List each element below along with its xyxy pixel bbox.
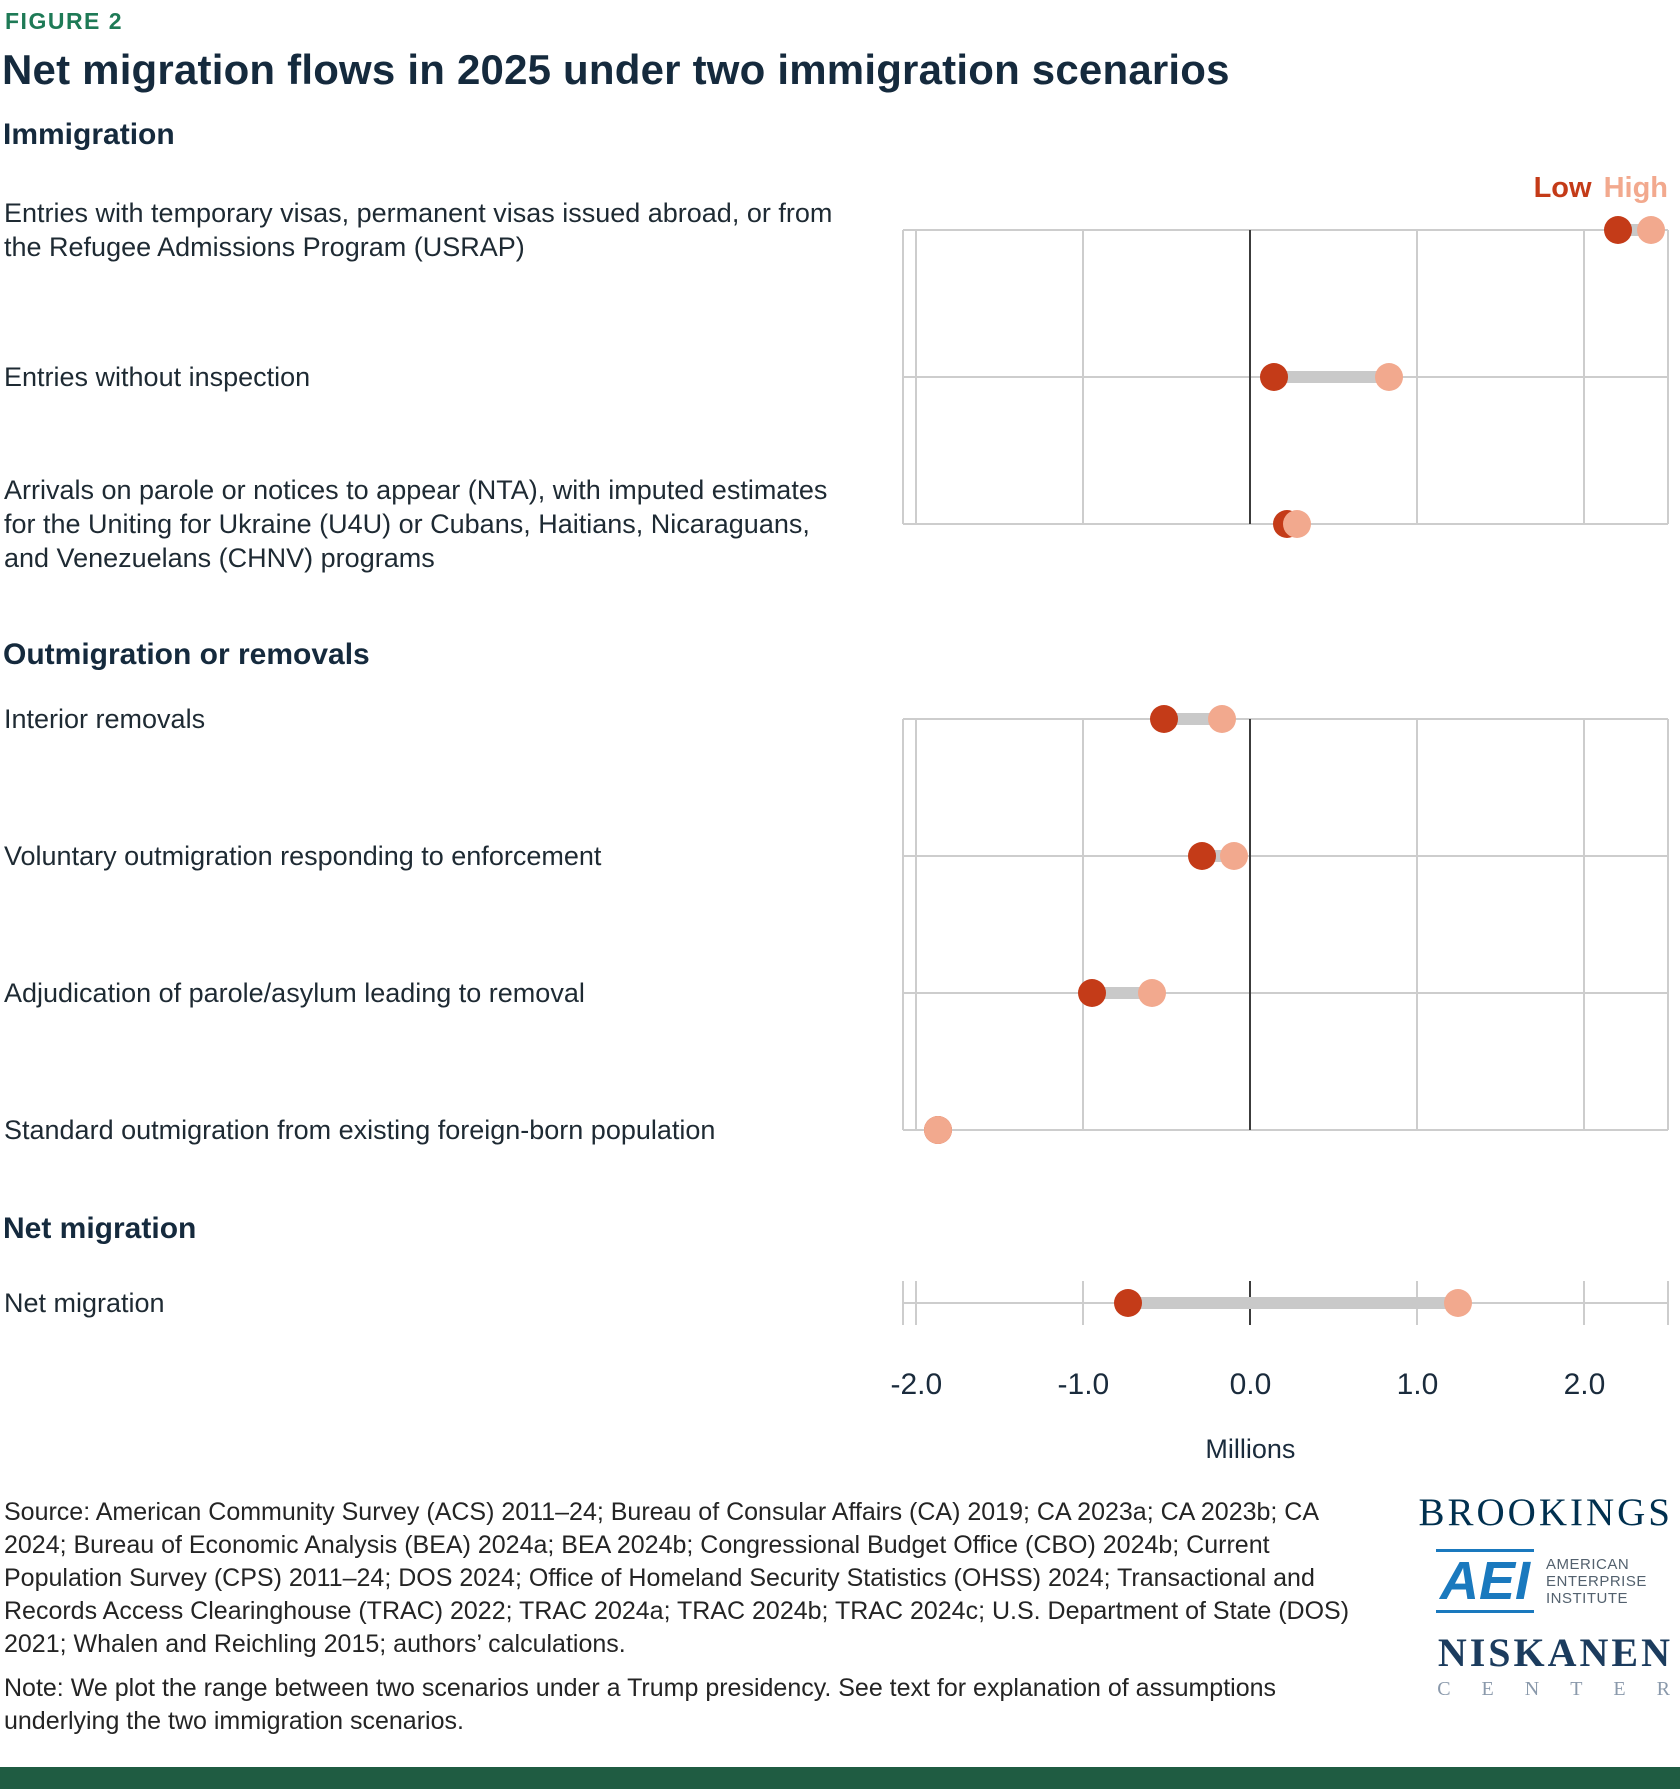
high-scenario-dot (1208, 705, 1237, 733)
page-title: Net migration flows in 2025 under two im… (2, 46, 1230, 93)
high-scenario-dot (1443, 1289, 1472, 1317)
axis-tick-label: 1.0 (1396, 1368, 1439, 1401)
v-gridline (915, 719, 918, 1130)
aei-logo-text: AMERICAN ENTERPRISE INSTITUTE (1546, 1555, 1647, 1607)
row-label: Entries without inspection (4, 362, 311, 392)
bottom-bar (0, 1767, 1680, 1789)
range-connector (1163, 713, 1223, 725)
v-gridline (1082, 719, 1085, 1130)
v-gridline (1416, 719, 1419, 1130)
range-connector (1091, 987, 1152, 999)
row-gridline (903, 855, 1668, 857)
brookings-logo: BROOKINGS (1418, 1491, 1673, 1534)
plot-border (1667, 1281, 1669, 1325)
legend-high-label: High (1603, 172, 1668, 204)
section-heading-outmigration: Outmigration or removals (3, 638, 370, 671)
row-label: Standard outmigration from existing fore… (4, 1115, 716, 1145)
legend-low-label: Low (1533, 172, 1592, 204)
range-connector (1273, 371, 1390, 383)
niskanen-logo: NISKANEN CENTER (1380, 1629, 1670, 1701)
niskanen-logo-sub: CENTER (1437, 1678, 1680, 1700)
low-scenario-dot (1187, 842, 1216, 870)
low-scenario-dot (1603, 216, 1632, 244)
row-label: Net migration (4, 1288, 165, 1318)
section-heading-immigration: Immigration (3, 118, 175, 151)
high-scenario-dot (1219, 842, 1248, 870)
axis-tick-label: 2.0 (1563, 1368, 1606, 1401)
zero-line (1249, 719, 1252, 1130)
high-scenario-dot (1137, 979, 1166, 1007)
axis-tick-label: -2.0 (890, 1368, 943, 1401)
high-scenario-dot (1375, 363, 1404, 391)
row-label: Arrivals on parole or notices to appear … (4, 475, 828, 573)
row-gridline (903, 992, 1668, 994)
range-connector (1128, 1297, 1458, 1309)
high-scenario-dot (924, 1116, 953, 1144)
axis-unit-label: Millions (1205, 1434, 1296, 1464)
section-heading-net-migration: Net migration (3, 1212, 197, 1245)
source-text: Source: American Community Survey (ACS) … (4, 1498, 1350, 1658)
high-scenario-dot (1283, 510, 1312, 538)
low-scenario-dot (1259, 363, 1288, 391)
legend: Low High (903, 172, 1668, 205)
row-gridline (903, 229, 1668, 231)
low-scenario-dot (1114, 1289, 1143, 1317)
plot-border (1667, 719, 1669, 1130)
plot-border (902, 719, 904, 1130)
figure-label: FIGURE 2 (5, 8, 124, 34)
row-gridline (903, 1129, 1668, 1131)
row-label: Adjudication of parole/asylum leading to… (4, 978, 585, 1008)
low-scenario-dot (1149, 705, 1178, 733)
note-text: Note: We plot the range between two scen… (4, 1674, 1277, 1735)
niskanen-logo-main: NISKANEN (1437, 1630, 1673, 1675)
row-label: Entries with temporary visas, permanent … (4, 198, 833, 262)
v-gridline (1583, 719, 1586, 1130)
low-scenario-dot (1077, 979, 1106, 1007)
row-gridline (903, 718, 1668, 720)
row-label: Interior removals (4, 704, 206, 734)
aei-logo: AEI AMERICAN ENTERPRISE INSTITUTE (1380, 1549, 1670, 1613)
plot-border (1667, 230, 1669, 524)
logo-block: BROOKINGS AEI AMERICAN ENTERPRISE INSTIT… (1380, 1490, 1670, 1701)
axis-tick-label: -1.0 (1057, 1368, 1110, 1401)
aei-logo-mark: AEI (1435, 1549, 1534, 1613)
axis-tick-label: 0.0 (1229, 1368, 1272, 1401)
high-scenario-dot (1637, 216, 1666, 244)
row-label: Voluntary outmigration responding to enf… (4, 841, 602, 871)
zero-line (1249, 230, 1252, 524)
